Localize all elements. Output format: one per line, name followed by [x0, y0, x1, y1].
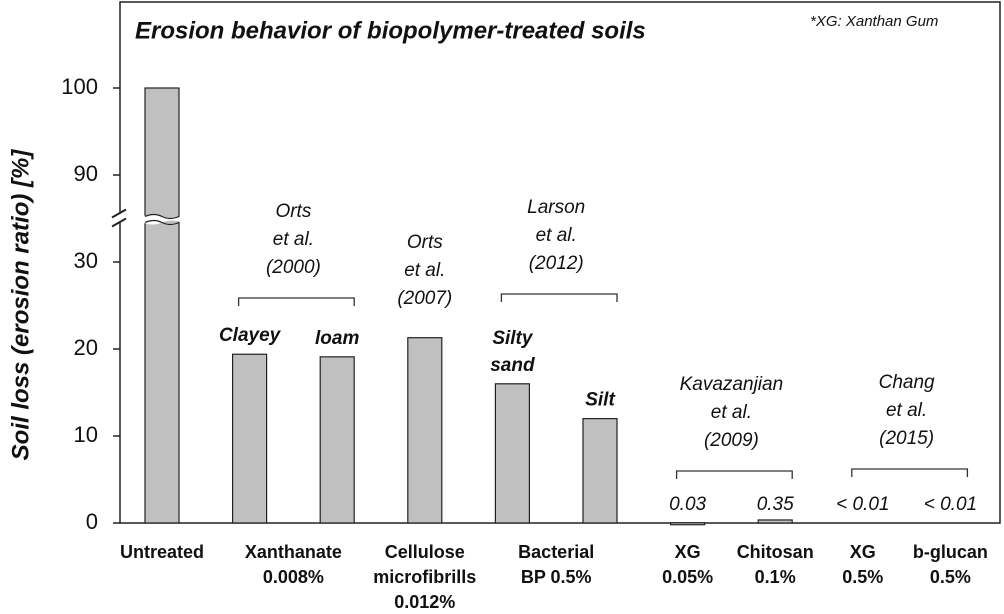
reference-bracket — [675, 470, 793, 479]
chart-title: Erosion behavior of biopolymer-treated s… — [135, 17, 646, 44]
bar-label: loam — [315, 328, 359, 349]
bar — [407, 337, 443, 524]
bar — [757, 519, 793, 524]
y-axis-label: Soil loss (erosion ratio) [%] — [7, 149, 34, 461]
y-tick-label: 100 — [61, 74, 98, 99]
y-tick-label: 30 — [74, 248, 98, 273]
x-tick-label: b-glucan 0.5% — [913, 542, 988, 587]
reference-bracket — [851, 468, 969, 477]
bar — [582, 418, 618, 524]
value-label: 0.35 — [757, 494, 794, 515]
reference: Orts et al. (2007) — [397, 232, 452, 309]
value-label: 0.03 — [669, 494, 706, 515]
y-tick-label: 20 — [74, 335, 98, 360]
axis-break — [111, 208, 127, 219]
bar-label: Clayey — [219, 325, 282, 346]
value-label: < 0.01 — [836, 494, 889, 515]
bar-label: Silty sand — [490, 328, 535, 376]
reference: Chang et al. (2015) — [879, 372, 935, 449]
note: *XG: Xanthan Gum — [810, 13, 938, 30]
x-tick-label: XG 0.5% — [842, 542, 883, 587]
reference: Larson et al. (2012) — [527, 197, 585, 274]
x-tick-label: Xanthanate 0.008% — [245, 542, 342, 587]
bar-break — [143, 214, 181, 225]
value-label: < 0.01 — [924, 494, 977, 515]
x-tick-label: Cellulose microfibrills 0.012% — [373, 542, 476, 612]
y-tick-label: 10 — [74, 422, 98, 447]
x-tick-label: Chitosan 0.1% — [737, 542, 814, 587]
bar — [669, 522, 706, 526]
axis-break-gap — [112, 212, 128, 223]
bar — [494, 383, 530, 524]
reference: Orts et al. (2000) — [266, 201, 321, 278]
bar-break-line — [144, 213, 180, 220]
reference: Kavazanjian et al. (2009) — [680, 374, 784, 451]
x-tick-label: Untreated — [120, 542, 204, 562]
axis-break — [111, 217, 127, 228]
bar — [144, 87, 180, 524]
x-tick-label: Bacterial BP 0.5% — [518, 542, 594, 587]
reference-bracket — [500, 293, 618, 302]
y-tick-label: 90 — [74, 161, 98, 186]
bar-label: Silt — [585, 390, 615, 411]
bar — [232, 353, 268, 524]
x-tick-label: XG 0.05% — [662, 542, 713, 587]
bar-break-line — [144, 219, 180, 226]
bar — [319, 356, 355, 524]
reference-bracket — [237, 297, 355, 306]
y-tick-label: 0 — [86, 509, 98, 534]
